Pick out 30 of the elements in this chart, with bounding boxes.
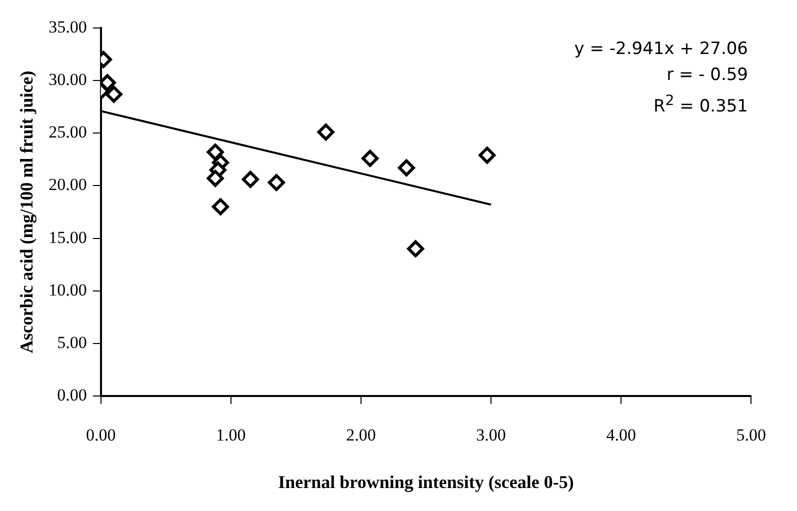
- annotation: R$^{2}$ = 0.351: [652, 92, 748, 119]
- x-tick-label: 1.00: [216, 426, 246, 445]
- y-tick-label: 10.00: [48, 280, 87, 300]
- point: [212, 198, 229, 216]
- x-tick-label: 2.00: [346, 426, 376, 445]
- annotation: r = - 0.59: [666, 64, 748, 87]
- x-tick-label: 3.00: [476, 426, 506, 445]
- point: [206, 170, 224, 187]
- y-tick-label: 30.00: [48, 70, 87, 90]
- point: [317, 124, 334, 141]
- point: [407, 240, 424, 258]
- point: [268, 174, 285, 192]
- point: [398, 159, 415, 176]
- y-tick-label: 5.00: [57, 332, 87, 352]
- y-tick-label: 35.00: [48, 17, 87, 36]
- annotation: y = -2.941x + 27.06: [574, 38, 748, 61]
- x-axis-title: Inernal browning intensity (sceale 0-5): [278, 472, 574, 492]
- point: [478, 146, 496, 164]
- x-tick-label: 5.00: [736, 426, 766, 445]
- point: [242, 170, 259, 188]
- y-tick-label: 0.00: [57, 385, 87, 404]
- y-axis-title: Ascorbic acid (mg/100 ml fruit juice): [16, 70, 36, 354]
- x-tick-label: 0.00: [86, 426, 116, 445]
- point: [206, 144, 224, 161]
- y-tick-label: 20.00: [48, 175, 87, 194]
- y-tick-label: 25.00: [48, 122, 87, 142]
- y-tick-label: 15.00: [48, 228, 87, 247]
- x-tick-label: 4.00: [606, 426, 636, 445]
- point: [105, 86, 122, 103]
- point: [362, 150, 379, 167]
